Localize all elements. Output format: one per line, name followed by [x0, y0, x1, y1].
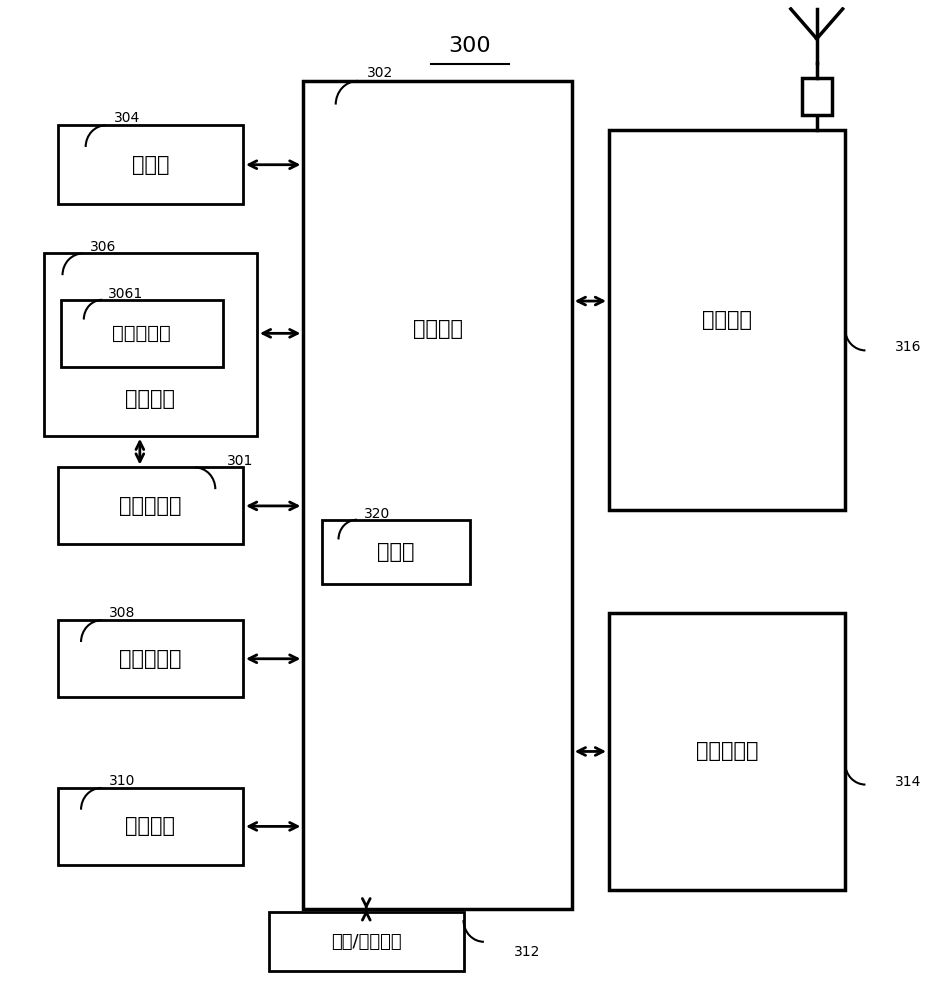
Bar [58, 125, 243, 204]
Text: 306: 306 [90, 240, 117, 254]
Bar [58, 467, 243, 544]
Text: 308: 308 [109, 606, 135, 620]
Bar [304, 81, 572, 909]
Bar [321, 520, 470, 584]
Text: 音频组件: 音频组件 [126, 816, 176, 836]
Text: 312: 312 [513, 945, 540, 959]
Bar [802, 78, 832, 115]
Text: 314: 314 [895, 775, 921, 789]
Text: 302: 302 [368, 66, 394, 80]
Text: 通信组件: 通信组件 [702, 310, 752, 330]
Bar [269, 912, 463, 971]
Text: 存储器: 存储器 [132, 155, 169, 175]
Text: 输入/输出接口: 输入/输出接口 [331, 933, 401, 951]
Text: 处理器: 处理器 [377, 542, 415, 562]
Text: 传感器组件: 传感器组件 [696, 741, 759, 761]
Text: 320: 320 [365, 507, 391, 521]
Bar [58, 620, 243, 697]
Text: 316: 316 [895, 340, 921, 354]
Bar [58, 788, 243, 865]
Text: 电源组件: 电源组件 [126, 389, 176, 409]
Text: 301: 301 [227, 454, 254, 468]
Bar [44, 253, 257, 436]
Bar [61, 300, 223, 367]
Text: 300: 300 [448, 36, 492, 56]
Text: 310: 310 [109, 774, 135, 788]
Bar [609, 130, 845, 510]
Text: 第一电量计: 第一电量计 [119, 496, 181, 516]
Text: 多媒体组件: 多媒体组件 [119, 649, 181, 669]
Bar [609, 613, 845, 890]
Text: 3061: 3061 [108, 287, 143, 301]
Text: 处理组件: 处理组件 [413, 319, 462, 339]
Text: 304: 304 [114, 111, 140, 125]
Text: 第二电量计: 第二电量计 [112, 324, 171, 343]
